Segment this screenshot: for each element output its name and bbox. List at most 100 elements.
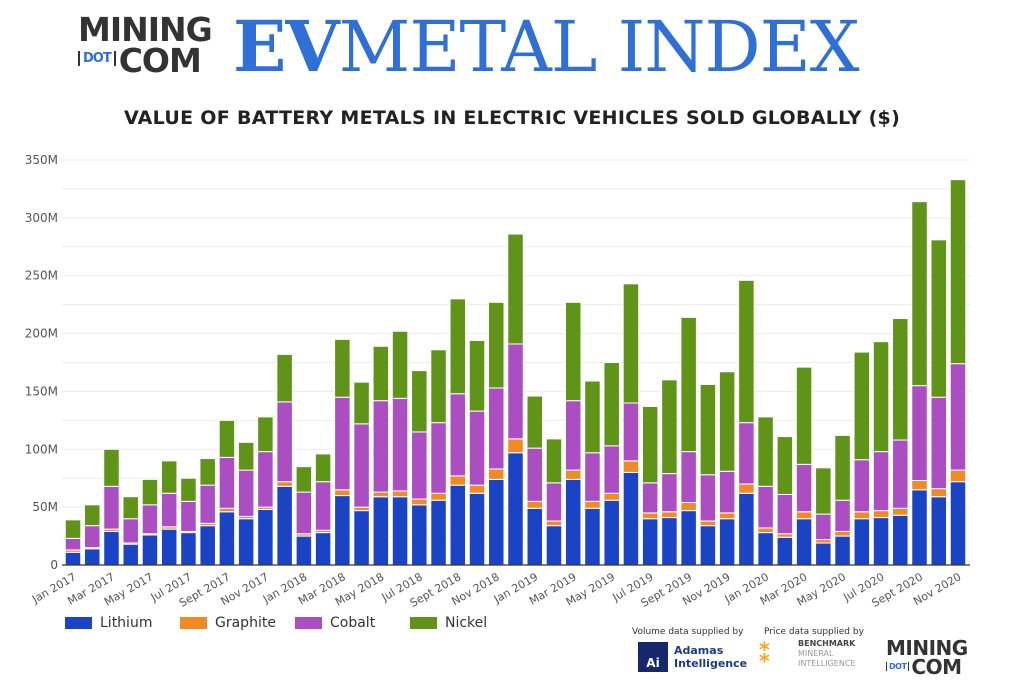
bar-cobalt	[545, 482, 563, 522]
bar-cobalt	[526, 447, 543, 502]
bar-graphite	[699, 520, 717, 527]
bar-graphite	[680, 502, 697, 512]
bar-lithium	[449, 484, 467, 566]
bar-cobalt	[64, 537, 82, 551]
bar-cobalt	[295, 491, 313, 535]
bar-graphite	[930, 488, 948, 498]
bar-lithium	[853, 518, 871, 566]
bar-graphite	[334, 489, 351, 497]
bar-nickel	[295, 466, 313, 493]
bar-lithium	[372, 496, 390, 566]
bar-nickel	[641, 405, 659, 484]
bar-cobalt	[449, 393, 467, 477]
bar-graphite	[661, 511, 678, 519]
adamas-logo: Ai Adamas Intelligence	[638, 642, 747, 672]
bar-cobalt	[795, 463, 813, 513]
bar-graphite	[411, 498, 428, 506]
bar-nickel	[391, 330, 409, 399]
bar-nickel	[411, 370, 428, 433]
bar-cobalt	[237, 469, 255, 517]
bar-lithium	[507, 452, 524, 566]
footer-logo-mining: MINING	[886, 636, 968, 660]
bar-nickel	[930, 239, 948, 398]
bar-graphite	[718, 512, 736, 520]
bar-graphite	[853, 511, 871, 520]
bar-cobalt	[141, 504, 159, 535]
footer-logo-dot: DOT	[886, 662, 910, 671]
legend-swatch-lithium	[65, 617, 92, 629]
bar-graphite	[892, 507, 909, 516]
bar-graphite	[757, 527, 774, 534]
bar-cobalt	[815, 513, 832, 541]
bar-nickel	[603, 362, 620, 447]
bar-cobalt	[603, 445, 620, 494]
benchmark-logo: ⁑ BENCHMARK MINERAL INTELLIGENCE	[758, 639, 855, 669]
bar-nickel	[661, 379, 678, 475]
bar-nickel	[488, 301, 505, 389]
bar-cobalt	[622, 402, 640, 462]
bar-nickel	[314, 453, 332, 483]
bar-cobalt	[468, 410, 486, 486]
bar-lithium	[757, 532, 774, 566]
bar-nickel	[699, 383, 717, 476]
bar-cobalt	[853, 459, 871, 513]
legend-label: Lithium	[100, 615, 153, 631]
bar-graphite	[468, 484, 486, 494]
bar-lithium	[468, 492, 486, 566]
y-tick-label: 50M	[32, 500, 58, 514]
bar-lithium	[103, 530, 120, 566]
bar-cobalt	[391, 397, 409, 492]
bar-cobalt	[757, 485, 774, 529]
bar-lithium	[391, 496, 409, 566]
bar-cobalt	[199, 484, 216, 524]
bar-lithium	[64, 551, 82, 566]
legend-label: Nickel	[445, 615, 488, 631]
legend-label: Graphite	[215, 615, 276, 631]
bar-nickel	[872, 341, 890, 453]
bar-cobalt	[776, 493, 794, 535]
bar-cobalt	[584, 452, 601, 502]
adamas-line1: Adamas	[674, 644, 724, 657]
bar-cobalt	[180, 500, 197, 532]
bar-graphite	[911, 480, 928, 491]
bar-nickel	[160, 460, 178, 494]
bar-nickel	[757, 416, 774, 487]
legend-item-graphite: Graphite	[180, 615, 295, 631]
bar-nickel	[584, 380, 601, 454]
bar-nickel	[199, 458, 216, 486]
bar-nickel	[353, 381, 370, 425]
bar-nickel	[815, 467, 832, 515]
y-tick-label: 0	[50, 558, 58, 572]
logo-dot: DOT	[78, 51, 116, 66]
bar-cobalt	[218, 456, 236, 509]
bar-cobalt	[872, 451, 890, 512]
bar-lithium	[834, 535, 851, 566]
bar-graphite	[218, 507, 236, 513]
bar-lithium	[545, 525, 563, 566]
bar-lithium	[892, 514, 909, 566]
bar-cobalt	[507, 343, 524, 440]
bar-lithium	[564, 478, 582, 566]
legend: Lithium Graphite Cobalt Nickel	[65, 615, 525, 631]
bar-graphite	[834, 530, 851, 537]
bar-nickel	[141, 478, 159, 506]
bar-nickel	[622, 283, 640, 404]
benchmark-icon: ⁑	[758, 639, 772, 669]
mining-dot-com-footer-logo: MINING DOT COM	[886, 636, 968, 678]
bar-cobalt	[564, 400, 582, 471]
bar-graphite	[353, 506, 370, 512]
price-credit-label: Price data supplied by	[764, 627, 864, 637]
bar-graphite	[526, 500, 543, 509]
bar-nickel	[853, 351, 871, 461]
bar-cobalt	[257, 451, 274, 508]
bar-lithium	[199, 525, 216, 566]
bar-nickel	[911, 201, 928, 387]
bar-cobalt	[930, 396, 948, 490]
bar-lithium	[622, 471, 640, 566]
bar-lithium	[237, 518, 255, 566]
mining-dot-com-logo: MINING DOT COM	[78, 13, 213, 78]
bar-lithium	[180, 532, 197, 566]
bar-cobalt	[699, 474, 717, 522]
bar-lithium	[718, 518, 736, 566]
